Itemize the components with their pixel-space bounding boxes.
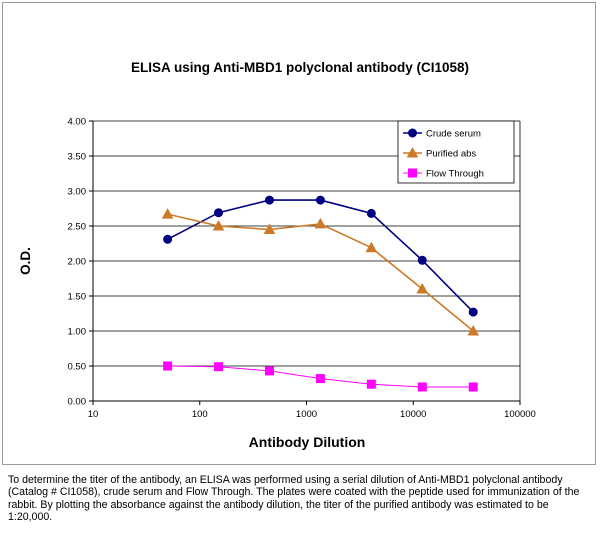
data-point-purified-abs bbox=[263, 223, 276, 234]
legend: Crude serum Purified abs Flow Through bbox=[397, 120, 515, 184]
data-point-purified-abs bbox=[416, 282, 429, 294]
legend-label-purified-abs: Purified abs bbox=[426, 149, 476, 160]
data-point-purified-abs bbox=[314, 217, 327, 229]
data-point-crude-serum bbox=[417, 255, 427, 265]
plot-area: 0.00 0.50 1.00 1.50 2.00 2.50 3.00 3.50 4.00 10 10… bbox=[68, 117, 536, 421]
legend-label-flow-through: Flow Through bbox=[426, 169, 484, 180]
y-axis-label: O.D. bbox=[18, 247, 33, 275]
data-point-purified-abs bbox=[161, 208, 174, 219]
y-tick-label: 1.00 bbox=[68, 327, 87, 338]
data-point-flow-through bbox=[163, 361, 173, 371]
data-point-crude-serum bbox=[366, 208, 376, 218]
x-tick-label: 100 bbox=[192, 409, 208, 420]
data-point-flow-through bbox=[214, 362, 224, 372]
series-line-purified-abs bbox=[167, 213, 474, 332]
data-point-purified-abs bbox=[365, 241, 378, 253]
data-point-flow-through bbox=[366, 379, 376, 389]
data-point-flow-through bbox=[315, 374, 325, 384]
x-tick-label: 1000 bbox=[296, 409, 317, 420]
legend-marker-purified-abs bbox=[406, 146, 419, 158]
y-tick-label: 2.50 bbox=[68, 222, 87, 233]
series-line-crude-serum bbox=[167, 199, 474, 313]
x-tick-label: 10 bbox=[88, 409, 99, 420]
y-tick-label: 4.00 bbox=[68, 117, 87, 128]
data-point-crude-serum bbox=[468, 307, 478, 317]
data-point-crude-serum bbox=[214, 208, 224, 218]
chart-frame bbox=[2, 2, 596, 465]
x-tick-label: 100000 bbox=[504, 409, 536, 420]
x-tick-label: 10000 bbox=[400, 409, 426, 420]
data-point-flow-through bbox=[264, 366, 274, 376]
series-purified-abs bbox=[161, 208, 480, 336]
y-tick-label: 3.00 bbox=[68, 187, 87, 198]
legend-label-crude-serum: Crude serum bbox=[426, 129, 481, 140]
data-point-flow-through bbox=[468, 382, 478, 392]
y-tick-label: 3.50 bbox=[68, 152, 87, 163]
elisa-chart: ELISA using Anti-MBD1 polyclonal antibod… bbox=[18, 60, 536, 450]
legend-marker-crude-serum bbox=[408, 128, 417, 138]
data-point-crude-serum bbox=[163, 234, 173, 244]
data-point-purified-abs bbox=[467, 324, 480, 336]
data-point-flow-through bbox=[417, 382, 427, 392]
data-point-crude-serum bbox=[264, 195, 274, 205]
data-point-purified-abs bbox=[212, 219, 225, 231]
data-point-crude-serum bbox=[315, 195, 325, 205]
y-tick-label: 0.50 bbox=[68, 362, 87, 373]
legend-marker-flow-through bbox=[408, 168, 417, 178]
y-tick-label: 2.00 bbox=[68, 257, 87, 268]
figure-caption: To determine the titer of the antibody, … bbox=[8, 474, 580, 524]
y-tick-label: 1.50 bbox=[68, 292, 87, 303]
x-axis-label: Antibody Dilution bbox=[249, 434, 366, 450]
chart-title: ELISA using Anti-MBD1 polyclonal antibod… bbox=[131, 60, 469, 75]
series-crude-serum bbox=[163, 195, 478, 317]
series-flow-through bbox=[163, 361, 478, 392]
y-tick-label: 0.00 bbox=[68, 397, 87, 408]
